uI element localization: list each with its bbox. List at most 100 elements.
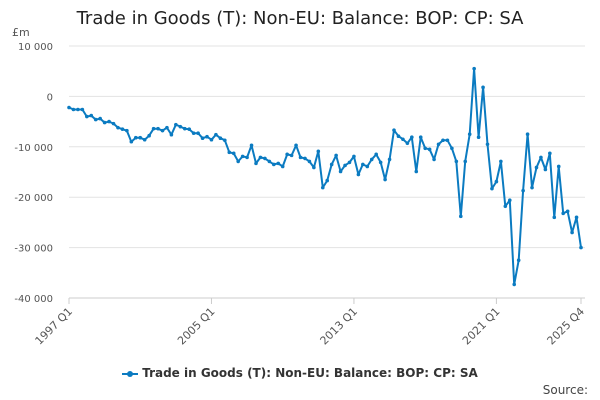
- data-point: [258, 155, 263, 160]
- data-point: [392, 128, 396, 132]
- data-point: [307, 159, 312, 164]
- data-point: [280, 164, 285, 169]
- data-point: [285, 152, 289, 157]
- y-tick-label: -20 000: [14, 193, 53, 204]
- y-tick-label: 10 000: [18, 42, 53, 53]
- data-point: [507, 198, 512, 203]
- data-point: [325, 178, 330, 183]
- data-point: [458, 214, 463, 219]
- data-point: [111, 121, 116, 126]
- data-point: [205, 134, 209, 139]
- data-point: [423, 146, 427, 151]
- data-point: [334, 153, 338, 158]
- data-point: [129, 139, 134, 144]
- data-point: [450, 146, 454, 151]
- data-point: [200, 136, 205, 141]
- data-point: [539, 155, 543, 160]
- data-point: [218, 136, 223, 141]
- data-point: [76, 107, 80, 112]
- data-point: [410, 135, 414, 140]
- data-point: [272, 162, 276, 167]
- data-point: [401, 137, 405, 142]
- data-point: [312, 165, 316, 170]
- data-point: [347, 160, 352, 165]
- data-point: [80, 107, 85, 112]
- data-point: [116, 125, 120, 130]
- data-point: [303, 156, 307, 161]
- data-point: [378, 160, 383, 165]
- data-point: [93, 117, 98, 122]
- data-point: [512, 282, 517, 287]
- data-point: [169, 132, 174, 137]
- data-point: [174, 122, 178, 127]
- data-point: [156, 126, 160, 131]
- data-point: [89, 113, 94, 118]
- data-point: [182, 126, 187, 131]
- data-point: [369, 157, 374, 162]
- legend-swatch: [122, 370, 139, 377]
- data-point: [267, 159, 272, 164]
- data-point: [365, 164, 370, 169]
- data-point: [454, 159, 459, 164]
- data-point: [196, 131, 200, 135]
- data-point: [494, 179, 499, 184]
- data-point: [231, 151, 236, 156]
- data-point: [565, 209, 570, 214]
- data-point: [521, 188, 525, 193]
- data-point: [289, 153, 294, 158]
- data-point: [396, 134, 401, 139]
- data-point: [476, 135, 481, 140]
- data-point: [263, 156, 267, 161]
- data-point: [147, 133, 151, 138]
- data-point: [343, 163, 347, 168]
- data-point: [249, 143, 254, 148]
- data-point: [525, 132, 530, 136]
- data-point: [187, 127, 192, 131]
- x-tick-label: 1997 Q1: [33, 305, 76, 348]
- data-point: [120, 127, 125, 131]
- y-tick-label: -40 000: [14, 294, 53, 305]
- x-tick-label: 2021 Q1: [460, 305, 503, 348]
- data-point: [294, 143, 298, 148]
- data-point: [71, 107, 76, 112]
- data-point: [133, 135, 138, 140]
- data-point: [316, 149, 321, 154]
- data-point: [472, 66, 476, 71]
- data-point: [574, 215, 579, 220]
- data-point: [530, 185, 534, 190]
- data-point: [298, 155, 303, 160]
- data-point: [352, 154, 356, 159]
- data-point: [561, 211, 565, 216]
- legend[interactable]: Trade in Goods (T): Non-EU: Balance: BOP…: [0, 366, 600, 380]
- data-point: [209, 137, 214, 142]
- y-tick-label: 0: [47, 92, 53, 103]
- x-tick-label: 2025 Q4: [545, 305, 588, 348]
- data-point: [151, 126, 156, 131]
- data-point: [436, 142, 441, 147]
- data-point: [361, 162, 365, 167]
- legend-label: Trade in Goods (T): Non-EU: Balance: BOP…: [142, 366, 478, 380]
- data-point: [98, 116, 102, 121]
- data-point: [67, 105, 71, 110]
- data-point: [276, 161, 281, 166]
- data-point: [490, 186, 494, 191]
- data-point: [516, 258, 521, 263]
- data-point: [338, 169, 343, 174]
- series-line: [68, 67, 582, 286]
- data-point: [356, 172, 361, 177]
- data-point: [552, 215, 557, 220]
- data-point: [570, 230, 574, 235]
- data-point: [548, 151, 552, 156]
- data-point: [481, 85, 485, 90]
- data-point: [463, 159, 468, 164]
- data-point: [414, 169, 419, 174]
- data-point: [227, 150, 232, 155]
- data-point: [178, 124, 183, 129]
- chart-title: Trade in Goods (T): Non-EU: Balance: BOP…: [76, 8, 524, 29]
- x-tick-label: 2013 Q1: [318, 305, 361, 348]
- data-point: [329, 162, 334, 167]
- data-point: [499, 159, 503, 164]
- data-point: [485, 142, 490, 147]
- data-point: [102, 120, 107, 125]
